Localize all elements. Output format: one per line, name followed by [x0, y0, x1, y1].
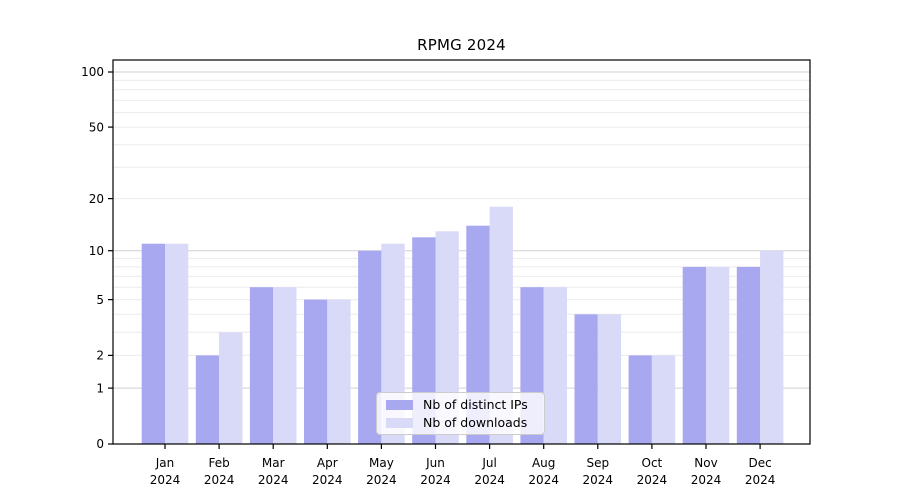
- y-tick-label: 10: [89, 244, 104, 258]
- bar-downloads-jan: [165, 243, 189, 444]
- bar-ips-sep: [574, 314, 598, 444]
- x-tick-label-month: Dec: [748, 456, 771, 470]
- x-tick-label-year: 2024: [312, 473, 343, 487]
- x-tick-label-month: Jun: [425, 456, 445, 470]
- bar-downloads-dec: [760, 250, 784, 444]
- y-tick-label: 50: [89, 120, 104, 134]
- x-tick-label-month: Oct: [642, 456, 663, 470]
- x-tick-label-year: 2024: [204, 473, 235, 487]
- bar-downloads-sep: [597, 314, 622, 444]
- bar-ips-feb: [195, 355, 220, 444]
- y-tick-label: 100: [81, 65, 104, 79]
- bar-ips-apr: [304, 299, 328, 444]
- x-tick-label-month: Apr: [317, 456, 338, 470]
- bar-downloads-mar: [273, 287, 297, 444]
- bar-ips-oct: [628, 355, 652, 444]
- bar-downloads-apr: [327, 299, 351, 444]
- x-tick-label-year: 2024: [528, 473, 559, 487]
- bar-downloads-feb: [219, 332, 243, 444]
- y-tick-label: 1: [96, 381, 104, 395]
- x-tick-label-year: 2024: [150, 473, 181, 487]
- y-tick-label: 0: [96, 437, 104, 451]
- bar-ips-may: [358, 250, 382, 444]
- y-tick-label: 20: [89, 192, 104, 206]
- y-tick-label: 2: [96, 349, 104, 363]
- legend-item-downloads: Nb of downloads: [386, 415, 536, 430]
- bar-downloads-aug: [543, 287, 567, 444]
- x-tick-label-year: 2024: [420, 473, 451, 487]
- bar-ips-jul: [466, 225, 490, 444]
- y-tick-label: 5: [96, 293, 104, 307]
- x-tick-label-year: 2024: [474, 473, 505, 487]
- x-tick-label-year: 2024: [583, 473, 614, 487]
- legend-swatch-distinct-ips: [386, 399, 413, 410]
- x-tick-label-month: Aug: [532, 456, 555, 470]
- x-tick-label-year: 2024: [691, 473, 722, 487]
- x-tick-label-year: 2024: [366, 473, 397, 487]
- bar-downloads-nov: [706, 266, 730, 444]
- bar-downloads-jul: [489, 206, 513, 444]
- x-tick-label-month: Jan: [155, 456, 175, 470]
- x-tick-label-month: Feb: [208, 456, 229, 470]
- x-tick-label-month: Mar: [262, 456, 285, 470]
- x-tick-label-month: Nov: [694, 456, 717, 470]
- x-tick-label-year: 2024: [745, 473, 776, 487]
- bar-ips-mar: [249, 287, 274, 444]
- x-tick-label-month: Sep: [586, 456, 609, 470]
- x-tick-label-month: May: [369, 456, 394, 470]
- chart-legend: Nb of distinct IPs Nb of downloads: [376, 392, 545, 435]
- bar-downloads-oct: [651, 355, 676, 444]
- bar-downloads-jun: [435, 231, 459, 444]
- legend-swatch-downloads: [386, 417, 413, 428]
- x-tick-label-month: Jul: [481, 456, 496, 470]
- bar-ips-jan: [141, 243, 165, 444]
- legend-item-distinct-ips: Nb of distinct IPs: [386, 397, 536, 412]
- chart-title: RPMG 2024: [417, 36, 506, 54]
- legend-label-downloads: Nb of downloads: [423, 415, 528, 430]
- x-tick-label-year: 2024: [258, 473, 289, 487]
- legend-label-distinct-ips: Nb of distinct IPs: [423, 397, 528, 412]
- plot-border: [112, 59, 811, 445]
- bar-ips-dec: [736, 266, 761, 444]
- bar-ips-nov: [682, 266, 706, 444]
- x-tick-label-year: 2024: [637, 473, 668, 487]
